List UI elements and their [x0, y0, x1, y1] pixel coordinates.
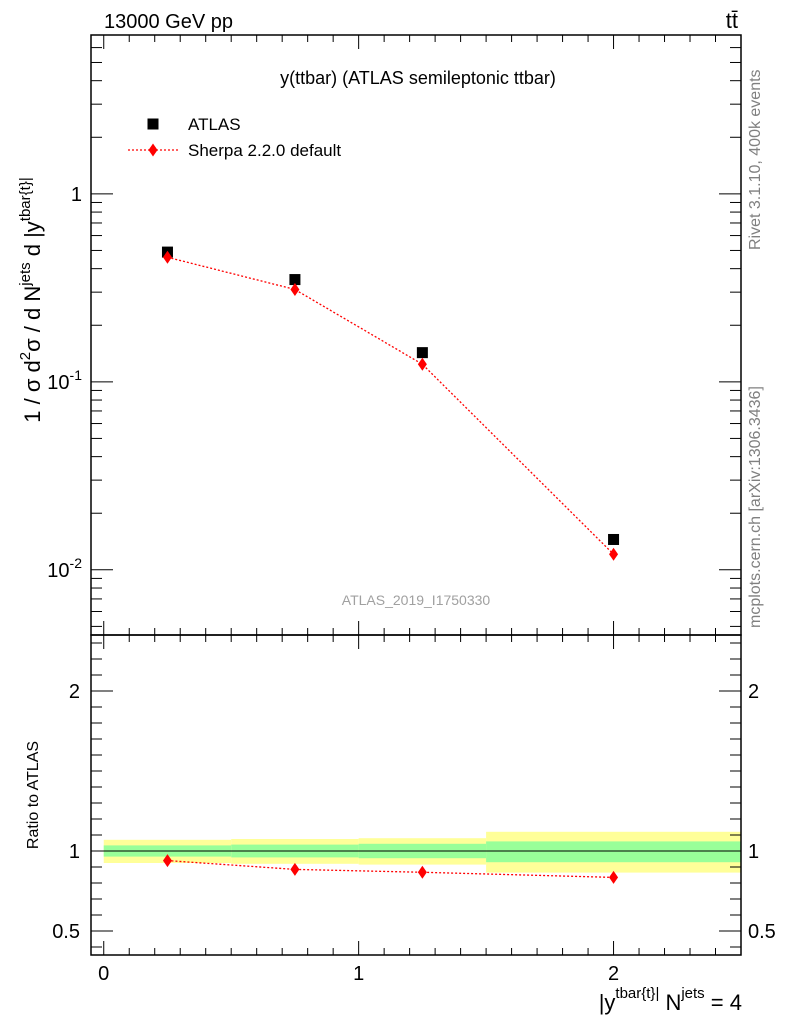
mcplots-label: mcplots.cern.ch [arXiv:1306.3436] [747, 386, 764, 628]
x-tick-label: 0 [98, 963, 109, 985]
x-axis-label: |ytbar{t}| Njets = 4 [599, 985, 742, 1015]
header-process-label: tt̄ [726, 8, 738, 33]
x-tick-label: 2 [608, 963, 619, 985]
svg-text:|ytbar{t}| Njets = 4: |ytbar{t}| Njets = 4 [599, 985, 742, 1015]
ratio-y-tick-label-right: 2 [748, 681, 759, 703]
svg-text:1 / σ d2σ / d Njets d |ytbar{t: 1 / σ d2σ / d Njets d |ytbar{t}| [17, 177, 45, 422]
rivet-version-label: Rivet 3.1.10, 400k events [747, 69, 764, 250]
ratio-sherpa-point [609, 870, 619, 884]
legend-label-0: ATLAS [188, 115, 241, 134]
ratio-y-tick-label: 2 [69, 681, 80, 703]
ratio-sherpa-point [417, 865, 427, 879]
main-plot-title: y(ttbar) (ATLAS semileptonic ttbar) [280, 68, 556, 88]
main-series-line-1 [167, 256, 615, 555]
sherpa-data-point [290, 282, 300, 296]
atlas-data-point [289, 274, 301, 286]
main-y-tick-label: 10-2 [47, 555, 82, 582]
atlas-data-point [608, 533, 620, 545]
ratio-y-tick-label-right: 0.5 [748, 921, 776, 943]
sherpa-data-point [417, 357, 427, 371]
sherpa-data-point [609, 547, 619, 561]
main-y-tick-label: 1 [71, 184, 82, 206]
main-panel: y(ttbar) (ATLAS semileptonic ttbar) ATLA… [17, 34, 742, 636]
main-y-axis-label: 1 / σ d2σ / d Njets d |ytbar{t}| [17, 177, 45, 422]
ratio-y-axis-label: Ratio to ATLAS [25, 741, 42, 849]
watermark-label: ATLAS_2019_I1750330 [342, 592, 491, 608]
ratio-frame [90, 634, 742, 956]
legend-sherpa-marker [148, 143, 158, 157]
ratio-y-tick-label: 0.5 [52, 921, 80, 943]
ratio-y-tick-label-right: 1 [748, 841, 759, 863]
atlas-data-point [416, 347, 428, 359]
header-energy-label: 13000 GeV pp [104, 11, 233, 33]
ratio-sherpa-point [162, 854, 172, 868]
legend-label-1: Sherpa 2.2.0 default [188, 141, 341, 160]
sherpa-data-point [162, 250, 172, 264]
main-y-tick-label: 10-1 [47, 367, 82, 394]
ratio-y-tick-label: 1 [69, 841, 80, 863]
x-tick-label: 1 [353, 963, 364, 985]
stat-uncertainty-band-3 [486, 841, 741, 863]
legend: ATLAS Sherpa 2.2.0 default [128, 115, 341, 160]
ratio-sherpa-point [290, 862, 300, 876]
ratio-panel: 0.5 0.5 1 1 2 2 0 1 2 Ratio to ATLAS |ytbar{t}|… [25, 634, 776, 1015]
legend-atlas-marker [147, 118, 159, 130]
